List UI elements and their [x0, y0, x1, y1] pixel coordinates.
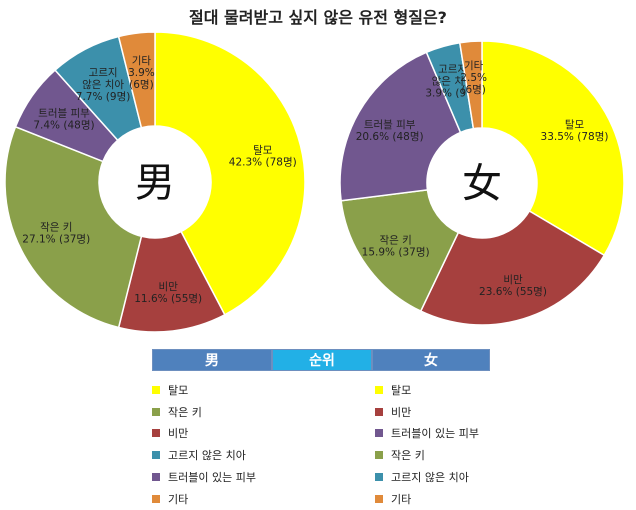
ranking-item-label: 탈모	[168, 383, 189, 397]
slice-women-3	[339, 51, 462, 202]
slice-label-women-3: 트러블 피부 20.6% (48명)	[356, 119, 424, 143]
color-swatch	[375, 407, 383, 416]
slice-women-2	[340, 189, 460, 313]
ranking-item-men-6: 기타	[152, 488, 256, 510]
ranking-item-label: 탈모	[391, 383, 412, 397]
slice-men-2	[4, 125, 143, 329]
slice-women-0	[481, 40, 625, 257]
slice-label-women-5: 기타 2.5% (6명)	[460, 60, 487, 96]
color-swatch	[152, 429, 160, 438]
color-swatch	[375, 494, 383, 503]
color-swatch	[152, 385, 160, 394]
ranking-item-label: 비만	[391, 405, 412, 419]
slice-men-5	[117, 31, 156, 129]
ranking-item-label: 기타	[391, 492, 412, 506]
color-swatch	[375, 429, 383, 438]
ranking-item-label: 고르지 않은 치아	[168, 449, 246, 463]
center-label-men: 男	[135, 160, 175, 206]
ranking-item-label: 작은 키	[168, 405, 202, 419]
slice-label-men-3: 트러블 피부 7.4% (48명)	[33, 107, 94, 131]
ranking-header-men: 男	[152, 349, 272, 371]
slice-label-men-0: 탈모 42.3% (78명)	[229, 143, 297, 168]
slice-label-men-5: 기타 3.9% (6명)	[128, 55, 155, 91]
ranking-item-women-3: 트러블이 있는 피부	[375, 423, 479, 445]
ranking-item-men-3: 비만	[152, 423, 256, 445]
donut-charts: 탈모 42.3% (78명) 비만 11.6% (55명) 작은 키 27.1% (37명…	[4, 31, 625, 333]
color-swatch	[152, 451, 160, 460]
center-label-women: 女	[462, 161, 502, 207]
ranking-item-men-5: 트러블이 있는 피부	[152, 466, 256, 488]
slice-label-women-4: 고르지 않은 치아 3.9% (9명)	[425, 64, 480, 100]
color-swatch	[152, 473, 160, 482]
color-swatch	[152, 494, 160, 503]
ranking-header: 男 순위 女	[152, 349, 490, 371]
slice-women-5	[458, 40, 483, 130]
ranking-item-label: 작은 키	[391, 449, 425, 463]
ranking-item-label: 고르지 않은 치아	[391, 471, 469, 485]
color-swatch	[152, 407, 160, 416]
color-swatch	[375, 473, 383, 482]
ranking-item-women-1: 탈모	[375, 379, 479, 401]
slice-label-women-0: 탈모 33.5% (78명)	[541, 118, 609, 143]
ranking-item-label: 트러블이 있는 피부	[391, 427, 479, 441]
donut-chart-women: 탈모 33.5% (78명) 비만 23.6% (55명) 작은 키 15.9% (37명…	[339, 40, 625, 326]
ranking-item-men-2: 작은 키	[152, 401, 256, 423]
ranking-item-men-1: 탈모	[152, 379, 256, 401]
ranking-item-women-6: 기타	[375, 488, 479, 510]
ranking-item-men-4: 고르지 않은 치아	[152, 444, 256, 466]
color-swatch	[375, 385, 383, 394]
chart-title: 절대 물려받고 싶지 않은 유전 형질은?	[189, 8, 447, 27]
ranking-header-rank: 순위	[272, 349, 372, 371]
slice-label-men-1: 비만 11.6% (55명)	[134, 281, 202, 305]
ranking-header-women: 女	[372, 349, 490, 371]
slice-label-women-1: 비만 23.6% (55명)	[479, 274, 547, 298]
color-swatch	[375, 451, 383, 460]
donut-chart-men: 탈모 42.3% (78명) 비만 11.6% (55명) 작은 키 27.1% (37명…	[4, 31, 306, 333]
slice-men-0	[154, 31, 306, 316]
slice-label-women-2: 작은 키 15.9% (37명)	[362, 234, 430, 258]
ranking-item-label: 비만	[168, 427, 189, 441]
slice-label-men-4: 고르지 않은 치아 7.7% (9명)	[76, 67, 131, 103]
slice-women-1	[419, 209, 606, 326]
slice-label-men-2: 작은 키 27.1% (37명)	[22, 222, 90, 246]
ranking-item-women-4: 작은 키	[375, 444, 479, 466]
ranking-item-label: 트러블이 있는 피부	[168, 471, 256, 485]
ranking-item-women-5: 고르지 않은 치아	[375, 466, 479, 488]
ranking-item-women-2: 비만	[375, 401, 479, 423]
ranking-item-label: 기타	[168, 492, 189, 506]
